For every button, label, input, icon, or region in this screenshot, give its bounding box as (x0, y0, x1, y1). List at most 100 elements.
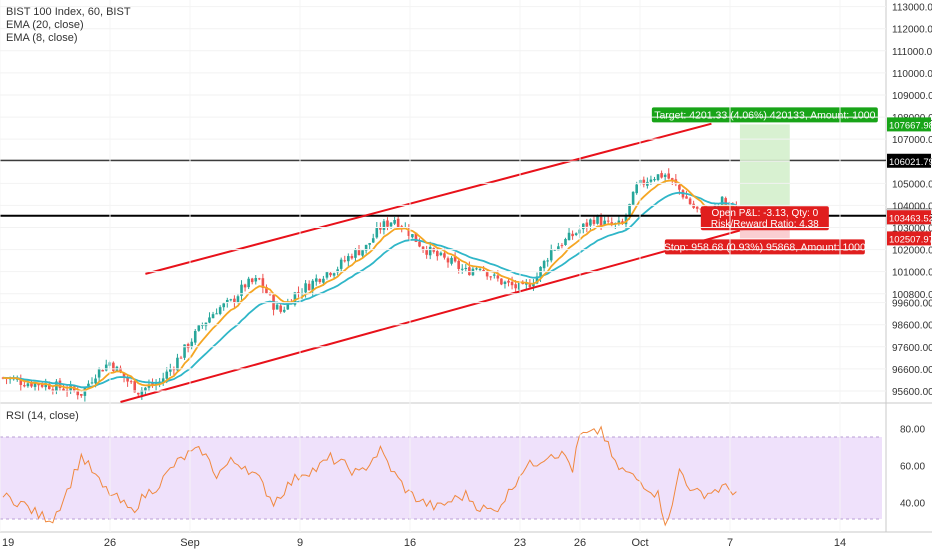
candle-body (87, 383, 90, 387)
price-tick-label: 109000.00 (892, 91, 932, 102)
price-tick-label: 113000.00 (892, 3, 932, 14)
candle-body (589, 219, 592, 226)
candle-body (386, 220, 389, 227)
candle-body (211, 314, 215, 319)
risk-reward-label: Risk/Reward Ratio: 4.38 (711, 219, 819, 230)
candle-body (222, 303, 226, 308)
candle-body (161, 378, 165, 383)
time-tick-label: Oct (631, 537, 648, 549)
candle-body (553, 249, 557, 251)
price-badge-label: 103463.52 (889, 213, 932, 224)
candle-body (33, 382, 37, 387)
price-tick-label: 102000.00 (892, 246, 932, 257)
candle-body (236, 296, 240, 303)
rsi-series (2, 425, 737, 527)
time-tick-label: 9 (297, 537, 303, 549)
price-badge-target (887, 117, 931, 132)
candle-body (147, 384, 151, 388)
candle-body (542, 260, 546, 269)
candle-body (425, 249, 428, 255)
candle-body (44, 383, 48, 388)
candle-body (250, 278, 254, 283)
legend-symbol[interactable]: BIST 100 Index, 60, BIST (6, 6, 131, 18)
candle-body (293, 292, 297, 305)
price-pane[interactable] (0, 0, 886, 402)
candle-body (218, 307, 222, 314)
candle-body (443, 253, 446, 258)
rsi-tick-label: 40.00 (900, 498, 925, 509)
candle-body (720, 196, 724, 206)
candle-body (535, 276, 539, 284)
price-tick-label: 98600.00 (892, 321, 932, 332)
candle-body (136, 392, 140, 395)
candle-body (286, 301, 290, 310)
candle-body (525, 282, 528, 285)
legend-ema20[interactable]: EMA (20, close) (6, 19, 84, 31)
candle-body (695, 206, 699, 209)
candle-body (464, 267, 468, 269)
candle-body (478, 268, 482, 270)
candle-body (592, 219, 596, 224)
price-tick-label: 95600.00 (892, 387, 932, 398)
ema-series (2, 179, 737, 392)
candle-body (585, 222, 589, 227)
candle-body (40, 384, 44, 387)
candle-body (653, 179, 656, 181)
drawing-tools[interactable]: Target: 4201.33 (4.06%) 420133, Amount: … (0, 107, 886, 403)
candle-body (23, 385, 26, 387)
legend-rsi[interactable]: RSI (14, close) (6, 410, 79, 422)
position-target-zone[interactable] (739, 124, 790, 218)
candle-body (94, 378, 97, 384)
candle-body (343, 260, 347, 262)
candle-body (144, 387, 147, 391)
candle-body (428, 246, 432, 256)
candle-body (176, 357, 179, 371)
candle-body (389, 222, 393, 227)
candle-body (254, 278, 258, 282)
stop-label-box[interactable] (664, 239, 865, 255)
candle-body (663, 174, 667, 177)
price-badge-level (887, 153, 931, 168)
pnl-box[interactable] (700, 206, 829, 231)
candle-body (528, 283, 532, 288)
candle-body (307, 283, 311, 291)
candle-body (364, 244, 368, 251)
candle-body (215, 313, 218, 315)
candle-body (325, 271, 329, 278)
candle-body (183, 344, 186, 358)
candle-body (599, 216, 603, 226)
candle-body (101, 369, 104, 372)
legend-ema8[interactable]: EMA (8, close) (6, 32, 78, 44)
candle-body (165, 371, 169, 379)
candle-body (119, 367, 122, 373)
time-tick-label: 7 (727, 537, 733, 549)
candle-body (439, 252, 443, 256)
candle-body (396, 218, 400, 228)
candle-body (83, 387, 87, 396)
candle-body (500, 278, 503, 285)
candle-body (468, 267, 471, 276)
price-tick-label: 105000.00 (892, 179, 932, 190)
price-tick-label: 96600.00 (892, 365, 932, 376)
channel-lower-line[interactable] (120, 226, 751, 403)
candle-body (47, 383, 51, 390)
candle-body (133, 380, 137, 393)
time-tick-label: Sep (180, 537, 200, 549)
candle-body (628, 203, 631, 215)
price-tick-label: 100800.00 (892, 290, 932, 301)
candle-body (656, 174, 660, 181)
price-badges: 107667.98106021.79103533.84103498.851034… (886, 117, 932, 246)
price-badge-stop (887, 210, 931, 225)
channel-upper-line[interactable] (145, 122, 712, 275)
candle-body (446, 258, 450, 263)
candle-body (457, 260, 460, 269)
candle-body (112, 362, 115, 371)
pnl-label: Open P&L: -3.13, Qty: 0 (711, 208, 818, 219)
target-label-box[interactable] (651, 107, 878, 123)
candle-body (371, 238, 375, 243)
candle-body (667, 173, 671, 179)
candle-body (51, 389, 55, 391)
rsi-line (2, 425, 737, 527)
target-label: Target: 4201.33 (4.06%) 420133, Amount: … (654, 109, 875, 121)
